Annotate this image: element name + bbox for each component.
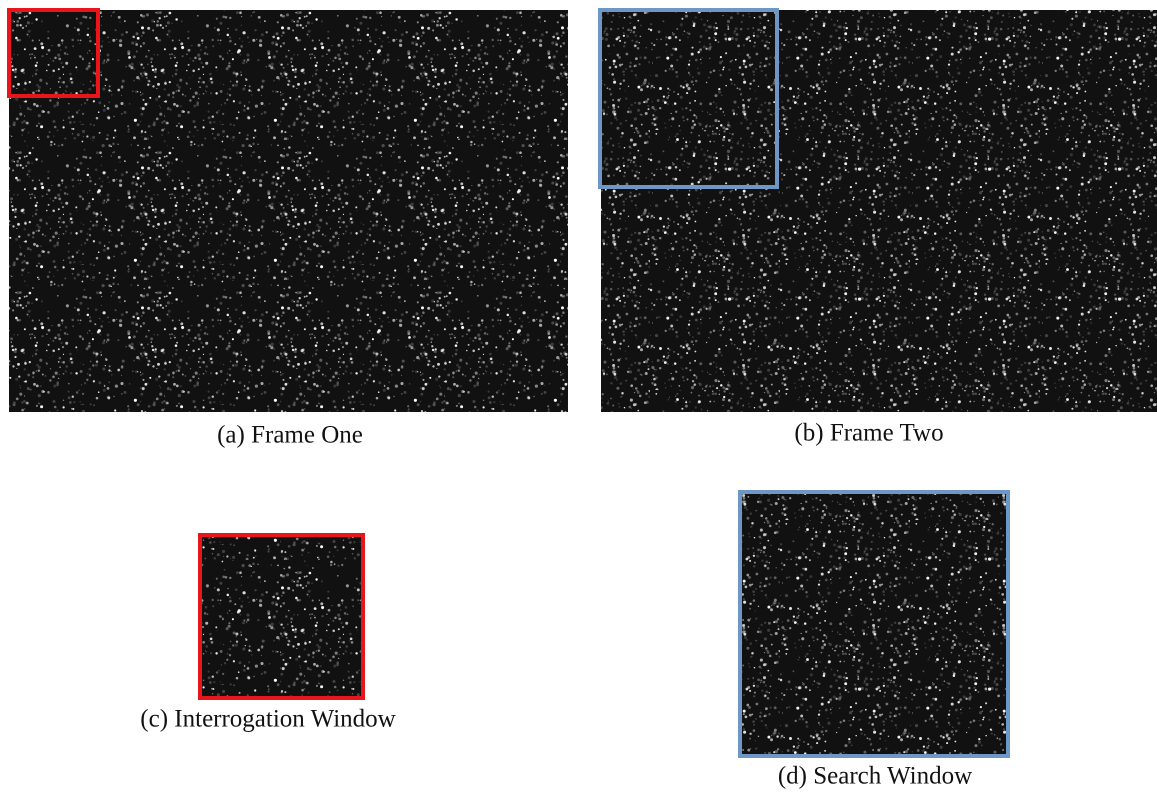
particle-image [601, 10, 1157, 412]
particle-image [9, 10, 568, 412]
caption: (d) Search Window [778, 763, 972, 790]
caption: (a) Frame One [217, 422, 363, 449]
caption: (b) Frame Two [794, 420, 943, 447]
caption: (c) Interrogation Window [140, 706, 395, 733]
particle-image [740, 492, 1008, 756]
particle-image [200, 535, 363, 698]
body: (a) Frame One (b) Frame Two (c) Interrog… [0, 0, 1157, 796]
page: {"panels": [ {"caption": "(a) Frame One"… [0, 0, 1157, 796]
figure: (a) Frame One (b) Frame Two (c) Interrog… [0, 0, 1157, 796]
